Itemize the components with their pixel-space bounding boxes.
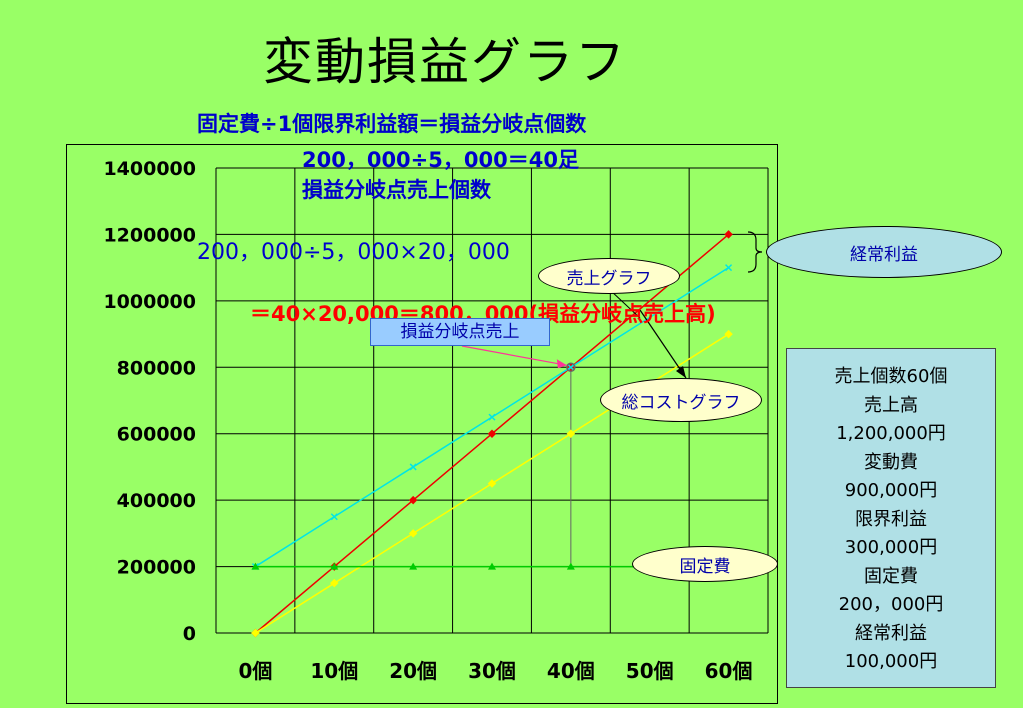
break-even-arrow — [461, 345, 567, 366]
variable_cost-point — [487, 479, 497, 488]
summary-line: 限界利益 — [855, 508, 927, 530]
y-tick-label: 0 — [183, 623, 196, 645]
page-title: 変動損益グラフ — [263, 33, 627, 91]
sales-graph-pointer — [609, 289, 641, 319]
x-tick-label: 10個 — [310, 659, 358, 683]
total_cost-point — [567, 363, 575, 371]
x-tick-label: 20個 — [389, 659, 437, 683]
fixed_cost-point — [330, 562, 339, 570]
summary-line: 100,000円 — [844, 651, 938, 672]
sales-point — [487, 429, 497, 438]
x-tick-label: 0個 — [238, 659, 272, 683]
variable_cost-line — [255, 333, 729, 634]
sales-graph-callout: 売上グラフ — [538, 258, 680, 294]
profit-brace — [747, 231, 763, 273]
sales-line — [254, 233, 730, 634]
x-tick-label: 50個 — [626, 659, 674, 683]
summary-line: 900,000円 — [844, 480, 938, 501]
x-tick-label: 40個 — [547, 659, 595, 683]
break-even-marker — [566, 362, 576, 373]
summary-line: 固定費 — [864, 565, 918, 587]
summary-line: 200，000円 — [838, 594, 944, 615]
total_cost-point — [409, 463, 417, 471]
summary-line: 1,200,000円 — [836, 423, 946, 444]
summary-line: 300,000円 — [844, 537, 938, 558]
y-tick-label: 1400000 — [103, 158, 196, 180]
fixed-cost-callout: 固定費 — [632, 546, 778, 582]
summary-line: 売上高 — [864, 394, 918, 416]
fixed_cost-point — [488, 562, 496, 570]
fixed_cost-point — [566, 562, 575, 570]
summary-line: 変動費 — [864, 451, 918, 473]
sales-point — [408, 495, 418, 505]
formula-line-4: 200，000÷5，000×20，000 — [197, 240, 510, 265]
formula-line-3: 損益分岐点売上個数 — [302, 178, 491, 202]
total_cost-point — [488, 413, 496, 421]
y-tick-label: 400000 — [117, 490, 196, 512]
formula-line-1: 固定費÷1個限界利益額＝損益分岐点個数 — [197, 112, 587, 136]
formula-line-2: 200，000÷5，000＝40足 — [302, 148, 579, 172]
x-tick-label: 30個 — [468, 659, 516, 683]
total_cost-point — [725, 264, 733, 272]
fixed_cost-point — [251, 562, 260, 570]
fixed_cost-point — [409, 562, 418, 570]
ordinary-profit-callout: 経常利益 — [766, 226, 1002, 278]
variable_cost-point — [408, 529, 418, 538]
chart-frame — [66, 144, 778, 704]
total-cost-arrow — [639, 309, 687, 379]
x-tick-label: 60個 — [705, 659, 753, 683]
total_cost-point — [330, 513, 338, 521]
y-tick-label: 1200000 — [103, 224, 196, 246]
summary-box: 売上個数60個 売上高 1,200,000円 変動費 900,000円 限界利益… — [786, 348, 996, 688]
total-cost-arrowhead — [676, 366, 686, 378]
y-tick-label: 1000000 — [103, 291, 196, 313]
y-tick-label: 200000 — [117, 557, 196, 579]
variable_cost-point — [330, 578, 339, 588]
variable_cost-point — [724, 329, 733, 339]
total-cost-graph-callout: 総コストグラフ — [600, 378, 762, 422]
break-even-arrowhead — [556, 359, 567, 369]
y-tick-label: 600000 — [117, 424, 196, 446]
total_cost-line — [255, 267, 729, 568]
variable_cost-point — [566, 429, 576, 438]
summary-line: 経常利益 — [855, 622, 927, 644]
summary-line: 売上個数60個 — [834, 366, 948, 387]
y-tick-label: 800000 — [117, 357, 196, 379]
break-even-callout: 損益分岐点売上 — [370, 318, 550, 346]
